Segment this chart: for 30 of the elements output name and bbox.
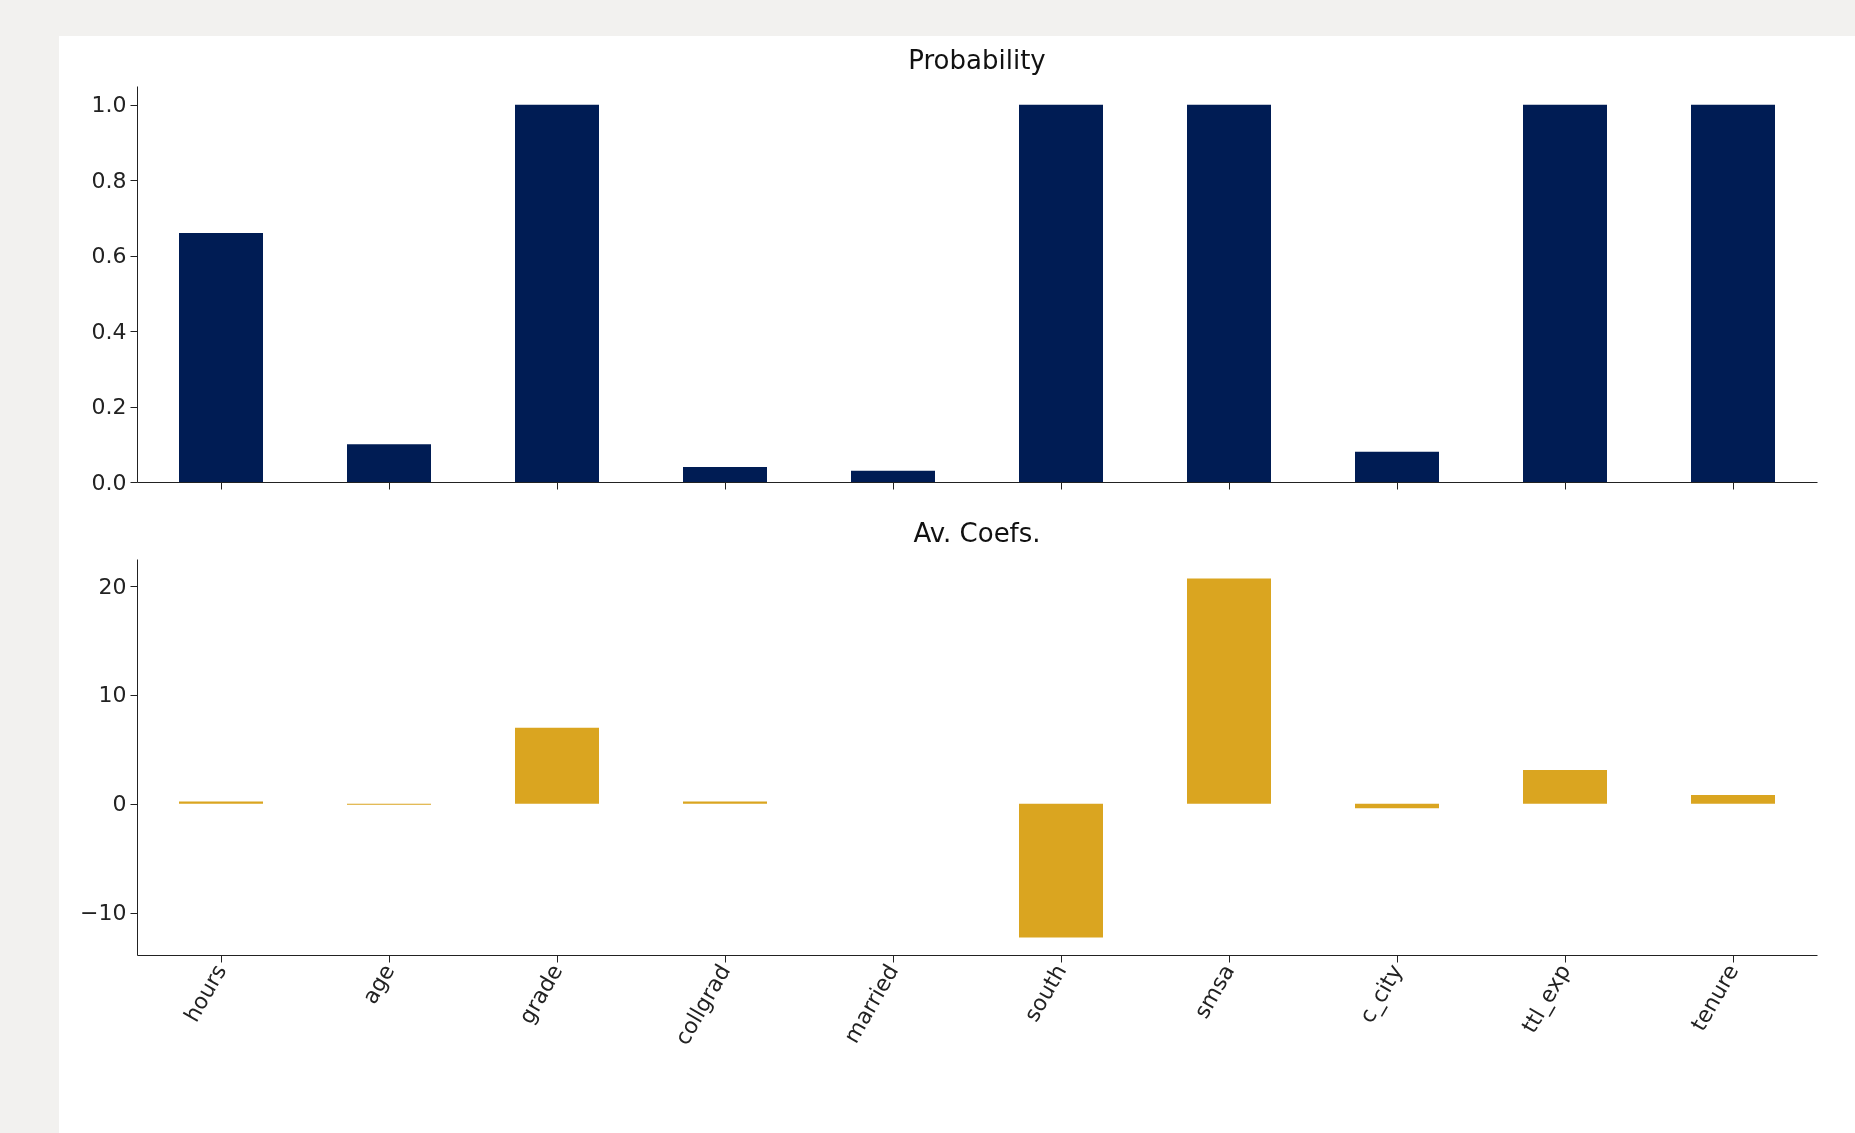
y-tick-label: 0.2 [91, 394, 127, 420]
bar [515, 727, 599, 804]
y-tick-label: 1.0 [91, 92, 127, 118]
bar [1019, 803, 1103, 938]
y-tick-label: 0 [112, 791, 127, 817]
bar [1187, 578, 1271, 804]
bar [1523, 104, 1607, 482]
bar [851, 470, 935, 482]
bar [1019, 104, 1103, 482]
bar [515, 104, 599, 482]
y-tick-label: 0.0 [91, 469, 127, 495]
bar [179, 801, 263, 804]
bar [1691, 104, 1775, 482]
bar [1523, 770, 1607, 804]
y-tick-label: 20 [98, 573, 127, 599]
y-tick-label: 0.8 [91, 167, 127, 193]
bar [1355, 803, 1439, 809]
bar [179, 233, 263, 482]
bar [1691, 795, 1775, 804]
bar [1355, 451, 1439, 482]
chart-title: Probability [908, 45, 1046, 75]
y-tick-label: 0.4 [91, 318, 127, 344]
bar [1187, 104, 1271, 482]
y-tick-label: 10 [98, 682, 127, 708]
bar [683, 466, 767, 482]
y-tick-label: −10 [80, 900, 127, 926]
bar [683, 801, 767, 804]
y-tick-label: 0.6 [91, 243, 127, 269]
bar [347, 444, 431, 482]
chart-title: Av. Coefs. [913, 518, 1041, 548]
